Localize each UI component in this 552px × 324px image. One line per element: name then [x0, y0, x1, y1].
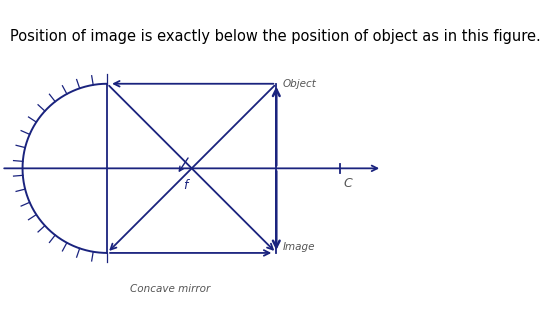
Text: Position of image is exactly below the position of object as in this figure.: Position of image is exactly below the p…	[10, 29, 540, 44]
Text: f: f	[183, 179, 188, 192]
Text: Image: Image	[283, 242, 315, 252]
Text: Object: Object	[283, 79, 316, 89]
Text: C: C	[344, 177, 353, 190]
Text: Concave mirror: Concave mirror	[130, 284, 211, 294]
